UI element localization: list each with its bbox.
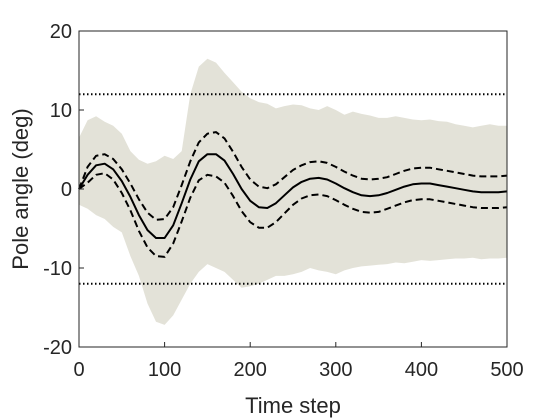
x-tick-label: 0 xyxy=(73,359,84,381)
x-tick-label: 300 xyxy=(319,359,352,381)
y-tick-label: -10 xyxy=(43,258,72,280)
lower-series-line xyxy=(78,172,508,258)
x-axis-ticks: 0 100 200 300 400 500 xyxy=(73,342,524,381)
y-tick-label: 10 xyxy=(50,100,72,122)
x-tick-label: 100 xyxy=(148,359,181,381)
y-tick-label: 0 xyxy=(61,179,72,201)
y-axis-ticks: -20 -10 0 10 20 xyxy=(43,21,84,359)
y-tick-label: -20 xyxy=(43,337,72,359)
y-axis-label: Pole angle (deg) xyxy=(8,108,33,269)
plot-area xyxy=(78,58,508,325)
x-axis-label: Time step xyxy=(245,393,341,418)
upper-series-line xyxy=(78,131,508,221)
confidence-band xyxy=(79,58,507,325)
x-tick-label: 200 xyxy=(234,359,267,381)
x-tick-label: 500 xyxy=(490,359,523,381)
y-tick-label: 20 xyxy=(50,21,72,43)
series-group xyxy=(78,131,508,258)
x-tick-label: 400 xyxy=(405,359,438,381)
mean-series-line xyxy=(78,153,508,239)
